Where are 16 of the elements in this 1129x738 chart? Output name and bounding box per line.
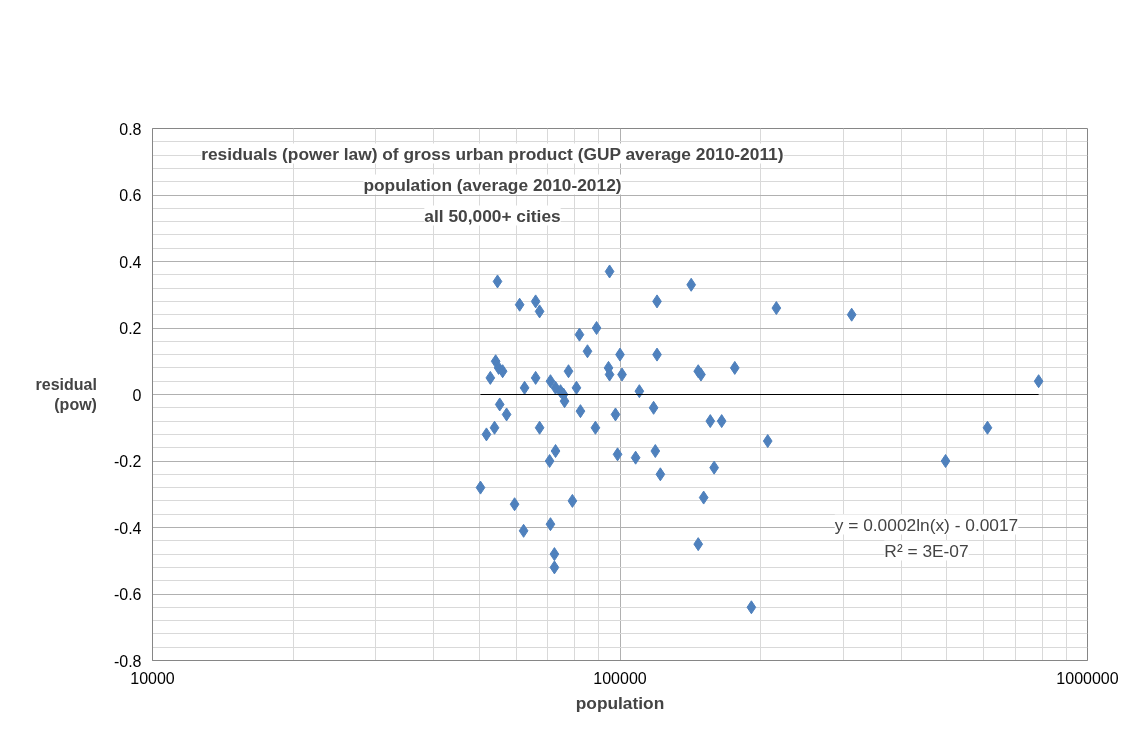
y-tick-label: 0.6 (119, 187, 142, 204)
annotation: y = 0.0002ln(x) - 0.0017 R² = 3E-07 (834, 514, 1019, 561)
y-tick-label: -0.6 (113, 586, 142, 603)
x-tick-label: 100000 (593, 669, 647, 687)
y-tick-label: -0.8 (113, 652, 142, 670)
y-axis-title: residual (pow) (35, 375, 97, 414)
x-axis-title: population (575, 692, 665, 713)
y-tick-label: 0 (132, 386, 142, 404)
y-tick-label: 0.4 (119, 253, 142, 271)
y-tick-label: 0.8 (119, 120, 142, 138)
y-tick-label: -0.2 (113, 453, 142, 470)
y-tick-label: 0.2 (119, 320, 142, 337)
x-tick-label: 10000 (130, 669, 175, 687)
text: residuals (power law) of gross urban product (GUP average 2010-2011) population (average 2010-2012) all 50,000+ cities (201, 143, 784, 226)
y-tick-label: -0.4 (113, 519, 142, 537)
x-tick-label: 1000000 (1056, 669, 1119, 687)
